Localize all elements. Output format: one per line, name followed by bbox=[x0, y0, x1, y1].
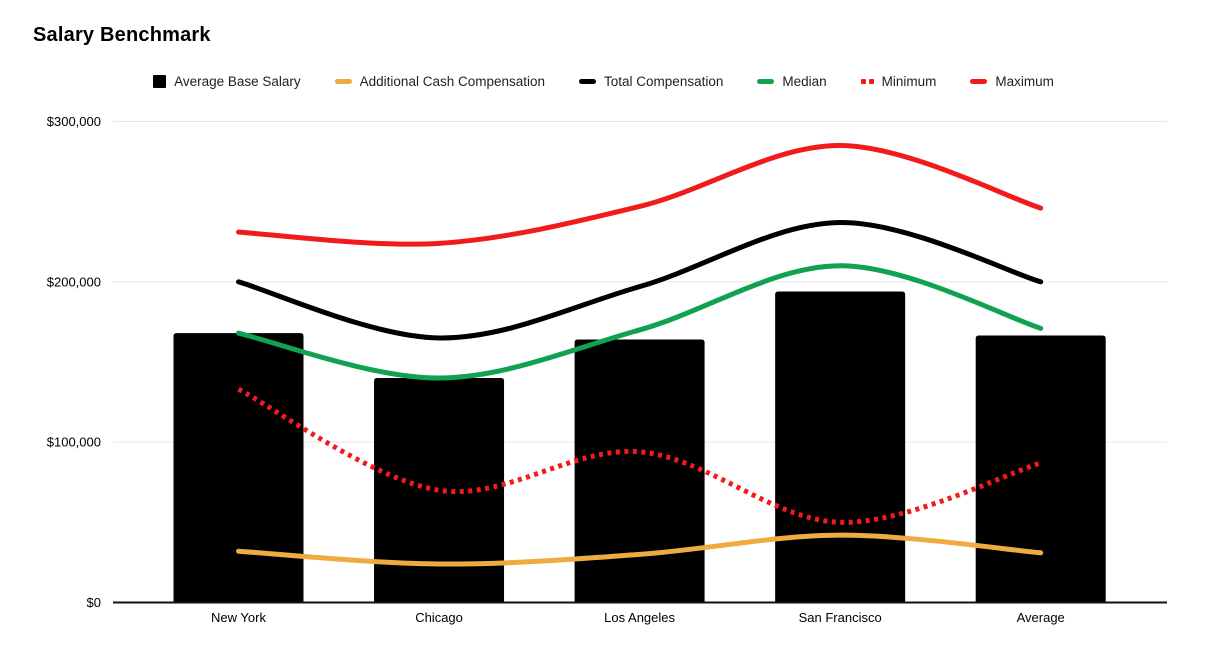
legend-item-minimum: Minimum bbox=[860, 74, 937, 89]
legend-label: Minimum bbox=[881, 74, 937, 89]
y-tick-label: $300,000 bbox=[47, 114, 101, 129]
legend-label: Maximum bbox=[995, 74, 1054, 89]
line-series-median bbox=[236, 263, 1044, 381]
chart-legend: Average Base Salary Additional Cash Comp… bbox=[0, 74, 1207, 89]
legend-swatch-dots-icon bbox=[860, 79, 874, 84]
bar bbox=[173, 333, 304, 603]
legend-label: Median bbox=[782, 74, 827, 89]
x-tick-label: New York bbox=[211, 610, 266, 625]
chart-title: Salary Benchmark bbox=[33, 24, 211, 46]
line-series-maximum bbox=[236, 143, 1044, 247]
legend-item-average-base-salary: Average Base Salary bbox=[153, 74, 301, 89]
legend-swatch-dash-icon bbox=[579, 79, 597, 84]
line-series-total-compensation bbox=[236, 220, 1044, 341]
legend-swatch-dash-icon bbox=[970, 79, 988, 84]
y-tick-label: $100,000 bbox=[47, 435, 101, 450]
y-tick-label: $0 bbox=[87, 595, 101, 610]
legend-swatch-dash-icon bbox=[757, 79, 775, 84]
bar bbox=[975, 335, 1106, 603]
legend-item-additional-cash-compensation: Additional Cash Compensation bbox=[334, 74, 546, 89]
legend-swatch-dash-icon bbox=[334, 79, 352, 84]
x-tick-label: San Francisco bbox=[799, 610, 882, 625]
x-tick-label: Average bbox=[1017, 610, 1065, 625]
legend-label: Average Base Salary bbox=[174, 74, 301, 89]
bar bbox=[775, 291, 906, 603]
legend-item-median: Median bbox=[757, 74, 827, 89]
y-tick-label: $200,000 bbox=[47, 274, 101, 289]
line-series-additional-cash-compensation bbox=[236, 532, 1044, 567]
legend-item-maximum: Maximum bbox=[970, 74, 1054, 89]
legend-dot bbox=[868, 79, 874, 84]
legend-dot bbox=[860, 79, 866, 84]
legend-item-total-compensation: Total Compensation bbox=[579, 74, 723, 89]
legend-swatch-square-icon bbox=[153, 75, 167, 88]
x-tick-label: Los Angeles bbox=[604, 610, 675, 625]
legend-label: Total Compensation bbox=[604, 74, 724, 89]
bar bbox=[374, 378, 505, 603]
bar bbox=[574, 339, 705, 603]
line-series-minimum bbox=[237, 387, 1042, 525]
legend-label: Additional Cash Compensation bbox=[359, 74, 546, 89]
x-tick-label: Chicago bbox=[415, 610, 463, 625]
